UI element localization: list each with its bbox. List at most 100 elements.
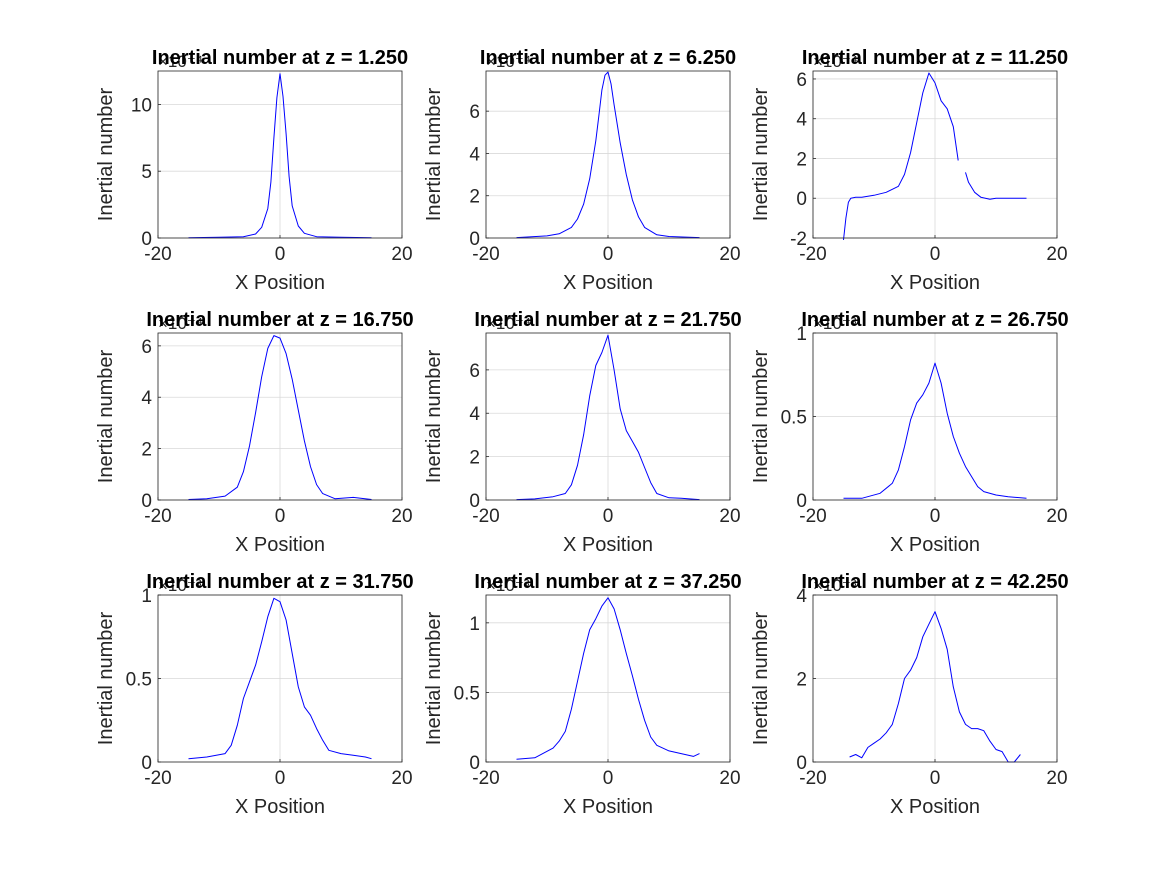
x-tick-label: 0 [603,244,614,265]
y-tick-label: 2 [796,149,807,170]
y-axis-label: Inertial number [750,611,772,745]
data-line [849,611,1021,763]
x-tick-label: 20 [719,768,740,789]
x-tick-label: -20 [799,506,826,527]
x-tick-label: 20 [391,506,412,527]
x-axis-label: X Position [890,534,980,556]
y-tick-label: 4 [796,586,807,607]
subplot-title: Inertial number at z = 37.250 [474,571,741,593]
y-tick-label: 4 [141,388,152,409]
data-line [516,597,700,760]
y-tick-label: 10 [131,95,152,116]
y-tick-label: 0 [469,753,480,774]
y-tick-label: 0 [469,491,480,512]
x-tick-label: -20 [144,244,171,265]
data-line [843,362,1027,499]
exponent-label: ×10⁻⁴ [158,314,203,333]
x-tick-label: 0 [275,768,286,789]
x-tick-label: 0 [930,506,941,527]
y-axis-label: Inertial number [95,87,117,221]
x-tick-label: 20 [1046,244,1067,265]
x-tick-label: -20 [144,506,171,527]
x-tick-label: 0 [930,244,941,265]
data-line [843,72,959,241]
x-axis-label: X Position [563,534,653,556]
data-line [516,71,700,239]
x-tick-label: 0 [603,506,614,527]
x-tick-label: 20 [719,506,740,527]
y-tick-label: 1 [469,614,480,635]
y-tick-label: -2 [790,229,807,250]
x-axis-label: X Position [235,272,325,294]
y-axis-label: Inertial number [750,349,772,483]
exponent-label: ×10⁻⁴ [158,52,203,71]
y-tick-label: 0 [141,491,152,512]
y-tick-label: 1 [796,324,807,345]
subplot-title: Inertial number at z = 11.250 [802,47,1068,69]
x-axis-label: X Position [563,796,653,818]
y-tick-label: 0.5 [126,670,152,691]
y-tick-label: 0 [796,753,807,774]
subplot-title: Inertial number at z = 42.250 [801,571,1068,593]
y-tick-label: 0.5 [781,408,807,429]
y-tick-label: 0 [469,229,480,250]
y-tick-label: 4 [469,404,480,425]
y-tick-label: 2 [469,448,480,469]
y-axis-label: Inertial number [423,611,445,745]
x-tick-label: -20 [472,244,499,265]
x-tick-label: 0 [603,768,614,789]
subplot-title: Inertial number at z = 16.750 [146,309,413,331]
x-axis-label: X Position [235,534,325,556]
exponent-label: ×10⁻³ [813,576,857,595]
y-tick-label: 6 [141,337,152,358]
data-line [188,335,372,500]
exponent-label: ×10⁻⁴ [486,314,531,333]
y-tick-label: 4 [469,144,480,165]
y-tick-label: 0 [796,189,807,210]
y-tick-label: 2 [469,187,480,208]
x-tick-label: -20 [472,506,499,527]
data-line [965,172,1027,200]
y-tick-label: 6 [469,361,480,382]
exponent-label: ×10⁻⁴ [813,52,858,71]
y-tick-label: 6 [469,102,480,123]
y-tick-label: 0 [796,491,807,512]
x-axis-label: X Position [235,796,325,818]
subplot-title: Inertial number at z = 21.750 [474,309,741,331]
data-line [516,334,700,501]
x-tick-label: -20 [799,768,826,789]
x-tick-label: 20 [1046,768,1067,789]
y-tick-label: 6 [796,70,807,91]
x-tick-label: 0 [930,768,941,789]
subplot-title: Inertial number at z = 6.250 [480,47,736,69]
x-axis-label: X Position [890,272,980,294]
y-tick-label: 5 [141,162,152,183]
x-tick-label: -20 [799,244,826,265]
subplot-title: Inertial number at z = 26.750 [801,309,1068,331]
x-tick-label: -20 [472,768,499,789]
exponent-label: ×10⁻³ [813,314,857,333]
x-tick-label: 20 [391,244,412,265]
data-line [188,597,372,760]
x-axis-label: X Position [563,272,653,294]
y-tick-label: 2 [141,440,152,461]
x-tick-label: -20 [144,768,171,789]
y-tick-label: 1 [141,586,152,607]
data-line [188,73,372,239]
y-axis-label: Inertial number [423,87,445,221]
y-tick-label: 4 [796,110,807,131]
x-tick-label: 0 [275,506,286,527]
x-tick-label: 0 [275,244,286,265]
exponent-label: ×10⁻⁴ [486,52,531,71]
exponent-label: ×10⁻³ [158,576,202,595]
x-tick-label: 20 [1046,506,1067,527]
subplot-title: Inertial number at z = 1.250 [152,47,408,69]
